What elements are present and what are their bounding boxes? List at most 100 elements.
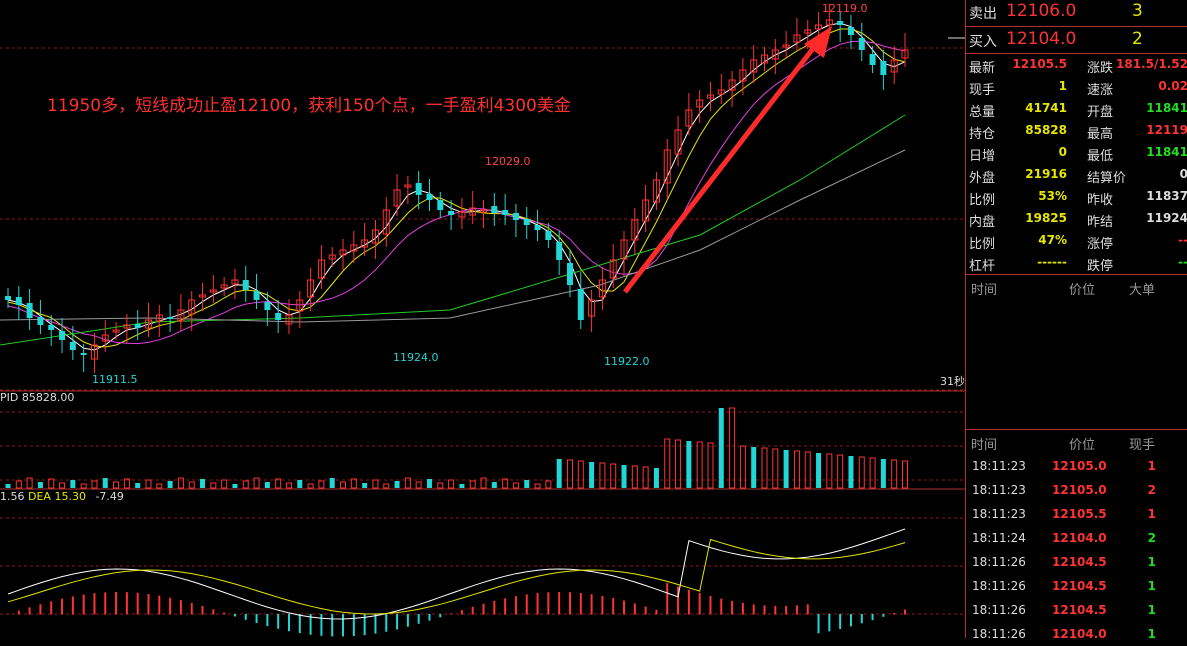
candle-body bbox=[458, 211, 466, 218]
stat-8: 比例 47% bbox=[969, 230, 1081, 252]
candle-body bbox=[631, 219, 639, 241]
trade-row[interactable]: 18:11:23 12105.0 1 bbox=[966, 454, 1187, 478]
trade-row[interactable]: 18:11:26 12104.0 1 bbox=[966, 622, 1187, 646]
trade-time: 18:11:26 bbox=[972, 603, 1026, 617]
macd-bar bbox=[266, 614, 269, 627]
volume-bar bbox=[102, 478, 108, 488]
volume-bar bbox=[48, 478, 55, 489]
volume-bar bbox=[350, 478, 357, 489]
trade-price: 12105.5 bbox=[1052, 507, 1107, 521]
volume-bar bbox=[156, 483, 163, 489]
macd-dea-line bbox=[7, 538, 906, 615]
macd-bar bbox=[687, 589, 690, 615]
stat-r-3: 最高 12119 bbox=[1087, 120, 1187, 142]
macd-bar bbox=[277, 614, 280, 629]
trade-row[interactable]: 18:11:26 12104.5 1 bbox=[966, 574, 1187, 598]
macd-bar bbox=[590, 594, 593, 615]
candle-body bbox=[101, 334, 109, 342]
trade-row[interactable]: 18:11:26 12104.5 1 bbox=[966, 598, 1187, 622]
volume-bar bbox=[793, 450, 800, 489]
trades-price-header: 价位 bbox=[1069, 438, 1096, 453]
macd-bar bbox=[893, 612, 896, 615]
candles bbox=[5, 4, 909, 373]
candle-body bbox=[793, 34, 801, 43]
volume-bar bbox=[362, 483, 368, 488]
volume-bar bbox=[404, 477, 411, 489]
candle-body bbox=[620, 239, 628, 260]
stat-key: 涨跌 bbox=[1087, 61, 1114, 76]
buy-qty: 2 bbox=[1132, 29, 1143, 49]
candle-body bbox=[523, 219, 530, 225]
volume-bar bbox=[653, 468, 659, 488]
volume-bar bbox=[869, 457, 876, 489]
macd-diff-value: 1.56 bbox=[0, 490, 25, 503]
stat-r-0: 涨跌 181.5/1.52 bbox=[1087, 54, 1187, 76]
trade-row[interactable]: 18:11:24 12104.0 2 bbox=[966, 526, 1187, 550]
chart-area[interactable]: 12119.0 12029.0 11911.5 11924.0 11922.0 … bbox=[0, 0, 965, 638]
candle-body bbox=[112, 329, 120, 333]
stat-value: 0 bbox=[1179, 167, 1187, 181]
stat-value: -- bbox=[1178, 255, 1187, 269]
macd-bar bbox=[698, 592, 701, 615]
macd-bar bbox=[450, 613, 453, 615]
volume-bar bbox=[621, 465, 627, 488]
trend-arrow-shaft bbox=[623, 44, 817, 294]
candle-body bbox=[188, 299, 196, 315]
volume-bar bbox=[707, 442, 714, 489]
candle-body bbox=[815, 24, 823, 30]
trade-row[interactable]: 18:11:23 12105.0 2 bbox=[966, 478, 1187, 502]
macd-bar bbox=[536, 593, 539, 615]
sell-row[interactable]: 卖出 12106.0 3 bbox=[966, 0, 1187, 26]
macd-bar bbox=[774, 605, 777, 615]
volume-bar bbox=[123, 478, 130, 489]
volume-bar bbox=[686, 441, 692, 488]
stat-key: 现手 bbox=[969, 83, 996, 98]
stat-key: 总量 bbox=[969, 105, 996, 120]
candle-body bbox=[696, 99, 704, 108]
macd-bar bbox=[104, 592, 107, 615]
buy-row[interactable]: 买入 12104.0 2 bbox=[966, 28, 1187, 54]
macd-bar bbox=[601, 595, 604, 615]
macd-bar bbox=[320, 614, 323, 636]
trade-row[interactable]: 18:11:26 12104.5 1 bbox=[966, 550, 1187, 574]
macd-bar bbox=[201, 605, 204, 615]
candle-body bbox=[890, 59, 898, 73]
candle-body bbox=[577, 289, 584, 320]
macd-bar bbox=[352, 614, 355, 637]
trade-row[interactable]: 18:11:23 12105.5 1 bbox=[966, 502, 1187, 526]
macd-title: 1.56 DEA 15.30 -7.49 bbox=[0, 490, 124, 503]
candle-body bbox=[350, 244, 358, 252]
volume-bar bbox=[394, 481, 400, 488]
divider bbox=[966, 53, 1187, 54]
macd-bar bbox=[904, 609, 906, 615]
trade-price: 12105.0 bbox=[1052, 483, 1107, 497]
macd-bar bbox=[633, 603, 636, 615]
candle-body bbox=[275, 313, 282, 320]
macd-bar bbox=[460, 610, 463, 615]
candlestick-chart[interactable]: 12119.0 12029.0 11911.5 11924.0 11922.0 … bbox=[0, 0, 965, 638]
volume-bar bbox=[783, 450, 789, 488]
stat-4: 日增 0 bbox=[969, 142, 1081, 164]
volume-bar bbox=[577, 460, 584, 489]
candle-body bbox=[155, 314, 163, 322]
volume-bar bbox=[253, 477, 260, 489]
macd-bar bbox=[504, 598, 507, 615]
candle-body bbox=[307, 279, 315, 298]
macd-bar bbox=[677, 586, 680, 615]
candle-body bbox=[750, 59, 758, 73]
candle-body bbox=[15, 297, 22, 305]
stat-r-2: 开盘 11841 bbox=[1087, 98, 1187, 120]
macd-bar bbox=[806, 604, 809, 615]
macd-bar bbox=[363, 614, 366, 636]
volume-bar bbox=[242, 480, 249, 489]
macd-bar bbox=[233, 614, 236, 617]
trade-qty: 2 bbox=[1147, 531, 1156, 545]
divider bbox=[966, 26, 1187, 27]
macd-bar bbox=[287, 614, 290, 632]
ma-line-white bbox=[7, 22, 906, 351]
candle-body bbox=[80, 353, 87, 355]
trade-price: 12104.5 bbox=[1052, 555, 1107, 569]
stat-r-6: 昨收 11837 bbox=[1087, 186, 1187, 208]
dea-label: DEA bbox=[28, 490, 51, 503]
candle-body bbox=[69, 342, 76, 350]
